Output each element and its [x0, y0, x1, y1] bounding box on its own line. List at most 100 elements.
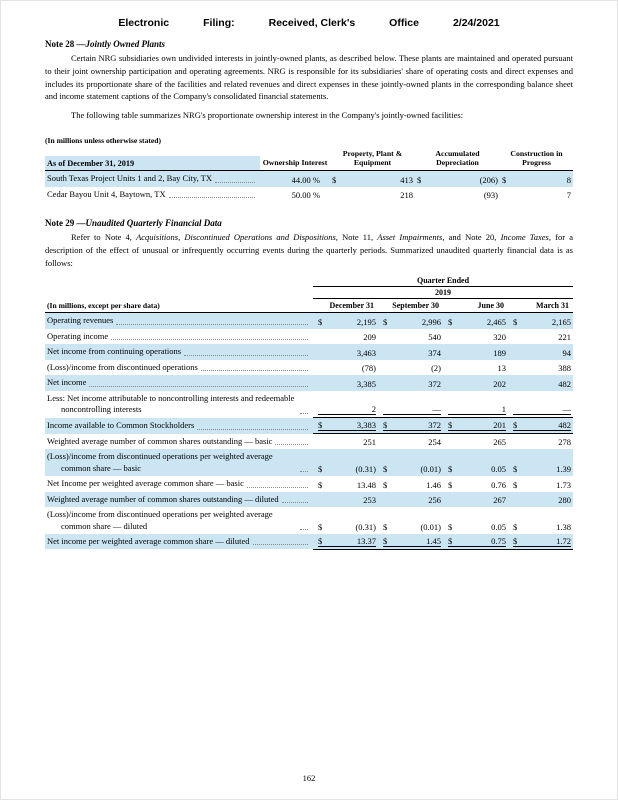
dot-leader [300, 528, 308, 530]
row-label-cell: Net Income per weighted average common s… [45, 476, 313, 491]
dot-leader [168, 197, 255, 199]
note29-paragraph: Refer to Note 4, Acquisitions, Discontin… [45, 231, 573, 269]
row-label: Operating income [47, 330, 109, 341]
construction-cell: $8 [502, 174, 571, 185]
facility-name: Cedar Bayou Unit 4, Baytown, TX [47, 188, 166, 199]
value-cell: — [378, 390, 443, 419]
row-label-cell: Net income per weighted average common s… [45, 534, 313, 550]
currency-symbol: $ [513, 420, 518, 431]
table2-units-note: (In millions, except per share data) [45, 298, 313, 314]
dot-leader [246, 486, 308, 488]
row-label: Operating revenues [47, 315, 114, 326]
note28-heading: Note 28 —Jointly Owned Plants [45, 39, 573, 49]
table-row: (Loss)/income from discontinued operatio… [45, 449, 574, 477]
note29-heading: Note 29 —Unaudited Quarterly Financial D… [45, 218, 573, 228]
ownership-cell: 44.00 % [291, 174, 320, 185]
quarter-ended-row: Quarter Ended [45, 275, 574, 288]
value-cell: 13 [497, 363, 507, 374]
value-cell: $ (0.01) [383, 464, 441, 475]
dot-leader [275, 444, 308, 446]
currency-symbol: $ [448, 316, 453, 327]
value-cell: $3,383 [313, 417, 378, 435]
currency-symbol: $ [448, 521, 453, 532]
paragraph-text: , Note 11, [335, 232, 378, 243]
value-cell: 280 [558, 495, 572, 506]
table-row: Operating income 209 540 320 221 [45, 329, 573, 344]
value-cell: 278 [558, 437, 572, 448]
currency-symbol: $ [383, 464, 388, 475]
value-cell: $2,996 [383, 316, 441, 327]
filing-stamp: Electronic Filing: Received, Clerk's Off… [45, 17, 573, 29]
dot-leader [281, 502, 308, 504]
value-cell: 265 [493, 437, 506, 448]
value-cell: $1.46 [383, 479, 441, 490]
table1-col-ppe: Property, Plant & Equipment [330, 146, 415, 172]
table1-col-ownership: Ownership Interest [260, 146, 330, 172]
ppe-cell: 218 [400, 190, 413, 201]
value-cell: 221 [558, 332, 572, 343]
note28-number: Note 28 — [45, 39, 86, 49]
note28-paragraph-2: The following table summarizes NRG's pro… [71, 110, 464, 120]
table-row: Cedar Bayou Unit 4, Baytown, TX 50.00 % … [45, 187, 573, 202]
value-cell: 189 [493, 347, 506, 358]
stamp-part: 2/24/2021 [452, 17, 500, 29]
currency-symbol: $ [448, 479, 453, 490]
referenced-note-title: Asset Impairments [377, 232, 443, 243]
value-cell: $ (0.01) [383, 521, 441, 532]
row-label-cell: Weighted average number of common shares… [45, 434, 313, 449]
dot-leader [111, 339, 308, 341]
value-cell: $13.48 [318, 479, 376, 490]
page-number: 162 [302, 773, 316, 783]
dot-leader [89, 385, 308, 387]
value-cell: 253 [363, 495, 376, 506]
stamp-part: Filing: [203, 17, 235, 29]
value-cell: 372 [428, 378, 441, 389]
currency-symbol: $ [448, 464, 453, 475]
currency-symbol: $ [513, 521, 518, 532]
table1-asof-label: As of December 31, 2019 [45, 156, 260, 171]
note29-title: Unaudited Quarterly Financial Data [85, 218, 222, 229]
table1-header-row: As of December 31, 2019 Ownership Intere… [45, 146, 573, 172]
currency-symbol: $ [383, 316, 388, 327]
row-label: (Loss)/income from discontinued operatio… [47, 361, 198, 372]
table-row: (Loss)/income from discontinued operatio… [45, 360, 573, 375]
depreciation-cell: (93) [483, 190, 498, 201]
value-cell: $1.38 [513, 521, 572, 532]
row-label-cell: South Texas Project Units 1 and 2, Bay C… [45, 171, 260, 187]
table-row: Net income per weighted average common s… [45, 533, 574, 550]
table1-units-note: (In millions unless otherwise stated) [45, 135, 162, 145]
row-label: Net Income per weighted average common s… [47, 478, 244, 489]
depreciation-cell: $ (206) [417, 174, 498, 185]
paragraph-text: , for a description of the effect of unu… [45, 232, 573, 268]
value-cell: 374 [428, 347, 441, 358]
currency-symbol: $ [448, 420, 453, 431]
value-cell: $372 [378, 417, 443, 435]
value-cell: $1.45 [378, 533, 443, 550]
value-cell: $482 [508, 417, 574, 435]
quarterly-table: Quarter Ended 2019 (In millions, except … [45, 275, 574, 550]
dot-leader [300, 471, 308, 473]
value-cell: (78) [361, 363, 376, 374]
value-cell: 2 [313, 390, 378, 419]
construction-cell: 7 [566, 190, 571, 201]
row-label: Net income from continuing operations [47, 346, 182, 357]
value-cell: 267 [493, 495, 506, 506]
currency-symbol: $ [448, 535, 453, 546]
value-cell: 3,463 [356, 347, 376, 358]
row-label: Weighted average number of common shares… [47, 493, 279, 504]
col-june-30: June 30 [443, 298, 508, 314]
value-cell: $0.76 [448, 479, 506, 490]
table-row: South Texas Project Units 1 and 2, Bay C… [45, 170, 573, 187]
value-cell: $1.72 [508, 533, 574, 550]
dot-leader [300, 412, 308, 414]
quarter-ended-label: Quarter Ended [313, 275, 574, 288]
table2-header-row: (In millions, except per share data) Dec… [45, 298, 574, 314]
paragraph-text: , and Note 20, [442, 232, 501, 243]
table1-col-depreciation: Accumulated Depreciation [415, 146, 500, 172]
row-label-cell: Weighted average number of common shares… [45, 492, 313, 507]
value-cell: $1.73 [513, 479, 572, 490]
table-row: Operating revenues $2,195 $2,996 $2,465 … [45, 312, 574, 329]
note28-title: Jointly Owned Plants [85, 39, 166, 49]
value-cell: $0.05 [448, 521, 506, 532]
